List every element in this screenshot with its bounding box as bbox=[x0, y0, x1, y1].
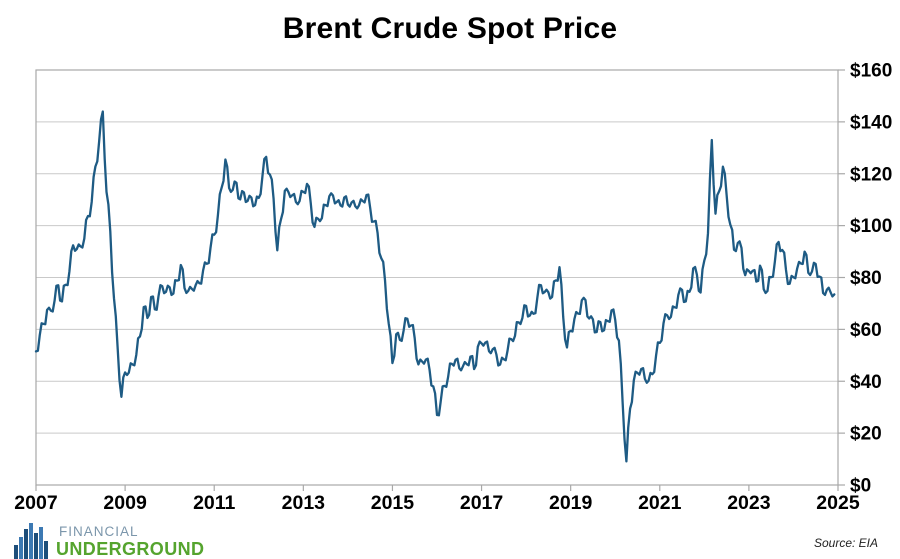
y-tick-label: $100 bbox=[850, 216, 892, 237]
x-tick-label: 2025 bbox=[816, 492, 860, 514]
logo-bar bbox=[44, 541, 48, 559]
y-tick-label: $160 bbox=[850, 61, 892, 82]
logo-line2: UNDERGROUND bbox=[56, 539, 205, 559]
y-tick-label: $20 bbox=[850, 424, 882, 445]
x-tick-label: 2017 bbox=[460, 492, 503, 514]
logo-bar bbox=[14, 545, 18, 559]
x-tick-label: 2019 bbox=[549, 492, 593, 514]
x-tick-label: 2015 bbox=[371, 492, 415, 514]
x-tick-label: 2007 bbox=[14, 492, 57, 514]
x-tick-label: 2013 bbox=[282, 492, 326, 514]
y-tick-label: $0 bbox=[850, 476, 871, 497]
logo-words: FINANCIAL UNDERGROUND bbox=[56, 523, 205, 559]
chart-title: Brent Crude Spot Price bbox=[282, 12, 618, 45]
brent-price-line bbox=[34, 110, 836, 463]
y-tick-label: $80 bbox=[850, 268, 882, 289]
x-tick-label: 2009 bbox=[103, 492, 147, 514]
y-tick-label: $120 bbox=[850, 164, 892, 185]
x-tick-label: 2023 bbox=[727, 492, 771, 514]
y-tick-label: $140 bbox=[850, 112, 892, 133]
financial-underground-logo: FINANCIAL UNDERGROUND bbox=[13, 521, 204, 559]
source-note: Source: EIA bbox=[813, 536, 878, 550]
skyline-bars-icon bbox=[14, 523, 48, 559]
logo-bar bbox=[39, 527, 43, 559]
logo-bar bbox=[24, 529, 28, 559]
logo-bar bbox=[34, 533, 38, 559]
logo-bar bbox=[29, 523, 33, 559]
logo-line1: FINANCIAL bbox=[59, 523, 139, 539]
y-tick-label: $60 bbox=[850, 320, 882, 341]
x-tick-label: 2011 bbox=[193, 492, 235, 514]
x-tick-label: 2021 bbox=[638, 492, 682, 514]
logo-bar bbox=[19, 537, 23, 559]
y-tick-label: $40 bbox=[850, 372, 882, 393]
